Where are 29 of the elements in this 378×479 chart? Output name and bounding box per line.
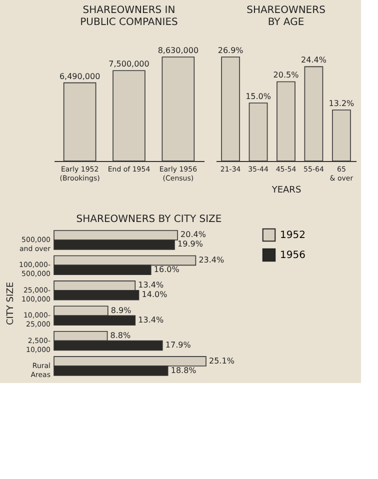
chart-title: SHAREOWNERS BY CITY SIZE (76, 214, 222, 225)
data-label: 13.4% (138, 315, 164, 324)
data-label: 15.0% (246, 92, 272, 102)
data-label: 25.1% (209, 356, 235, 366)
text: BY AGE (268, 17, 304, 28)
data-label: 7,500,000 (108, 60, 150, 69)
data-label: 8.8% (110, 331, 132, 340)
data-label: 16.0% (154, 264, 180, 274)
x-axis-title: YEARS (270, 186, 302, 196)
data-label: 18.8% (170, 366, 197, 375)
text: PUBLIC COMPANIES (80, 17, 178, 28)
data-label: 6,490,000 (59, 72, 100, 81)
data-label: 20.4% (180, 230, 206, 240)
data-label: 13.2% (328, 98, 355, 108)
data-label: 13.4% (138, 280, 164, 290)
data-label: 8.9% (110, 306, 132, 315)
data-label: 17.9% (165, 340, 192, 350)
text: SHAREOWNERS IN (82, 5, 176, 16)
y-axis-title: CITY SIZE (6, 282, 16, 326)
data-label: 26.9% (218, 46, 244, 55)
text: SHAREOWNERS (246, 5, 326, 16)
data-label: 8,630,000 (158, 46, 199, 55)
data-label: 24.4% (301, 56, 327, 65)
data-label: 14.0% (142, 290, 168, 300)
data-label: 23.4% (198, 255, 225, 264)
legend-label: 1956 (280, 250, 306, 261)
data-label: 19.9% (178, 240, 204, 249)
data-label: 20.5% (273, 70, 300, 80)
legend-label: 1952 (280, 230, 306, 241)
